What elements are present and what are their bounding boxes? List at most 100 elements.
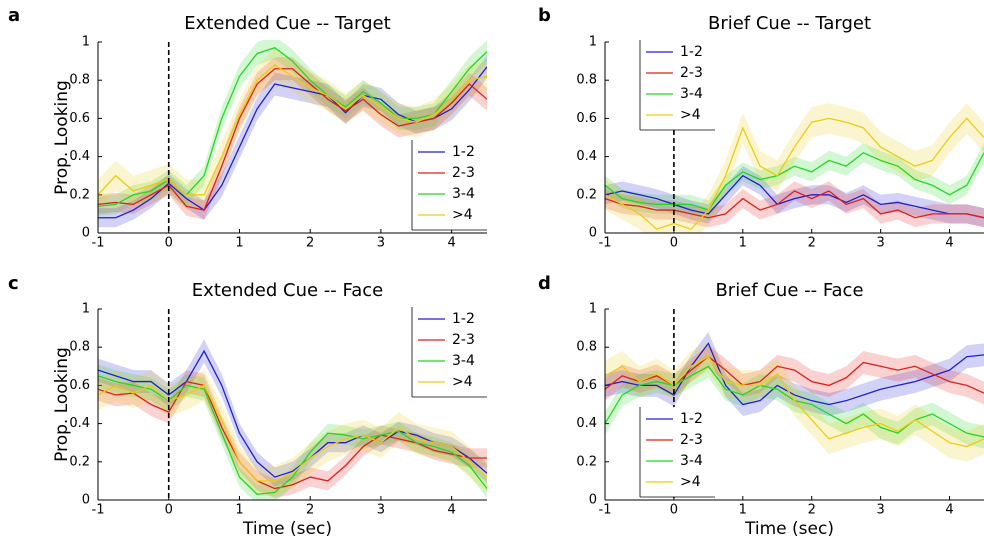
- panel-letter: a: [8, 5, 20, 26]
- chart-title: Extended Cue -- Target: [184, 13, 390, 34]
- x-tick-label: -1: [599, 503, 612, 518]
- series-line: [605, 190, 984, 219]
- chart-title: Brief Cue -- Face: [715, 280, 863, 301]
- y-tick-label: 0: [82, 493, 90, 508]
- y-tick-label: 1: [82, 35, 90, 50]
- x-tick-label: 1: [739, 236, 747, 251]
- x-tick-label: 3: [377, 503, 385, 518]
- panel-letter: b: [538, 5, 551, 26]
- error-band: [98, 370, 487, 497]
- panel-letter: d: [538, 273, 551, 294]
- y-tick-label: 0.8: [69, 73, 90, 88]
- x-tick-label: 4: [447, 236, 455, 251]
- y-tick-label: 0.8: [69, 340, 90, 355]
- plot-area: [605, 103, 984, 233]
- plot-area: [98, 40, 487, 228]
- series-line: [98, 64, 487, 196]
- y-tick-label: 0.4: [576, 416, 597, 431]
- error-band: [605, 345, 984, 405]
- chart-title: Brief Cue -- Target: [708, 13, 871, 34]
- x-tick-label: 3: [377, 236, 385, 251]
- y-axis-label: Prop. Looking: [52, 80, 72, 195]
- x-tick-label: -1: [599, 236, 612, 251]
- y-tick-label: 0.4: [69, 149, 90, 164]
- y-tick-label: 0: [589, 226, 597, 241]
- error-band: [98, 57, 487, 220]
- legend-box: [640, 40, 715, 130]
- y-axis-label: Prop. Looking: [52, 347, 72, 462]
- x-tick-label: 1: [235, 503, 243, 518]
- legend-box: [640, 407, 715, 497]
- legend-label: 2-3: [452, 165, 475, 181]
- legend-label: 1-2: [452, 144, 475, 160]
- legend-box: [412, 140, 487, 230]
- legend-label: >4: [452, 207, 473, 223]
- x-tick-label: -1: [92, 503, 105, 518]
- x-tick-label: 2: [808, 236, 816, 251]
- x-tick-label: 2: [306, 236, 314, 251]
- x-tick-label: -1: [92, 236, 105, 251]
- y-tick-label: 0: [589, 493, 597, 508]
- y-tick-label: 0.2: [576, 187, 597, 202]
- y-tick-label: 0.8: [576, 340, 597, 355]
- panel-letter: c: [8, 273, 19, 294]
- y-tick-label: 0.2: [69, 187, 90, 202]
- series-line: [605, 117, 984, 230]
- x-tick-label: 1: [739, 503, 747, 518]
- legend-label: >4: [680, 474, 701, 490]
- y-tick-label: 0.4: [576, 149, 597, 164]
- error-band: [605, 103, 984, 233]
- error-band: [605, 331, 984, 416]
- legend-label: 1-2: [680, 44, 703, 60]
- x-tick-label: 4: [945, 236, 953, 251]
- x-axis-label: Time (sec): [744, 519, 834, 539]
- x-tick-label: 3: [876, 236, 884, 251]
- series-line: [605, 152, 984, 211]
- series-line: [98, 68, 487, 211]
- x-tick-label: 2: [306, 503, 314, 518]
- y-tick-label: 1: [589, 35, 597, 50]
- series-line: [98, 384, 487, 482]
- y-tick-label: 1: [589, 302, 597, 317]
- y-tick-label: 1: [82, 302, 90, 317]
- y-tick-label: 0.8: [576, 73, 597, 88]
- y-tick-label: 0.6: [69, 378, 90, 393]
- legend-label: 3-4: [680, 86, 703, 102]
- series-line: [98, 47, 487, 207]
- x-tick-label: 3: [876, 503, 884, 518]
- y-tick-label: 0.2: [576, 454, 597, 469]
- y-tick-label: 0: [82, 226, 90, 241]
- x-axis-label: Time (sec): [242, 519, 332, 539]
- x-tick-label: 1: [235, 236, 243, 251]
- series-line: [605, 355, 984, 448]
- y-tick-label: 0.6: [576, 111, 597, 126]
- legend-label: 1-2: [452, 311, 475, 327]
- legend-label: >4: [452, 374, 473, 390]
- x-tick-label: 0: [165, 236, 173, 251]
- y-tick-label: 0.6: [576, 378, 597, 393]
- legend-label: 2-3: [680, 432, 703, 448]
- legend-box: [412, 307, 487, 397]
- x-tick-label: 2: [808, 503, 816, 518]
- x-tick-label: 0: [165, 503, 173, 518]
- series-line: [605, 342, 984, 406]
- legend-label: 3-4: [452, 353, 475, 369]
- x-tick-label: 0: [670, 503, 678, 518]
- series-line: [98, 380, 487, 490]
- series-line: [98, 349, 487, 478]
- y-tick-label: 0.4: [69, 416, 90, 431]
- legend-label: 1-2: [680, 411, 703, 427]
- error-band: [98, 339, 487, 487]
- series-line: [98, 375, 487, 495]
- plot-area: [98, 339, 487, 500]
- x-tick-label: 4: [447, 503, 455, 518]
- legend-label: 3-4: [680, 453, 703, 469]
- y-tick-label: 0.2: [69, 454, 90, 469]
- error-band: [98, 364, 487, 500]
- legend-label: 2-3: [680, 65, 703, 81]
- plot-area: [605, 331, 984, 462]
- legend-label: 3-4: [452, 186, 475, 202]
- error-band: [98, 40, 487, 216]
- chart-title: Extended Cue -- Face: [192, 280, 383, 301]
